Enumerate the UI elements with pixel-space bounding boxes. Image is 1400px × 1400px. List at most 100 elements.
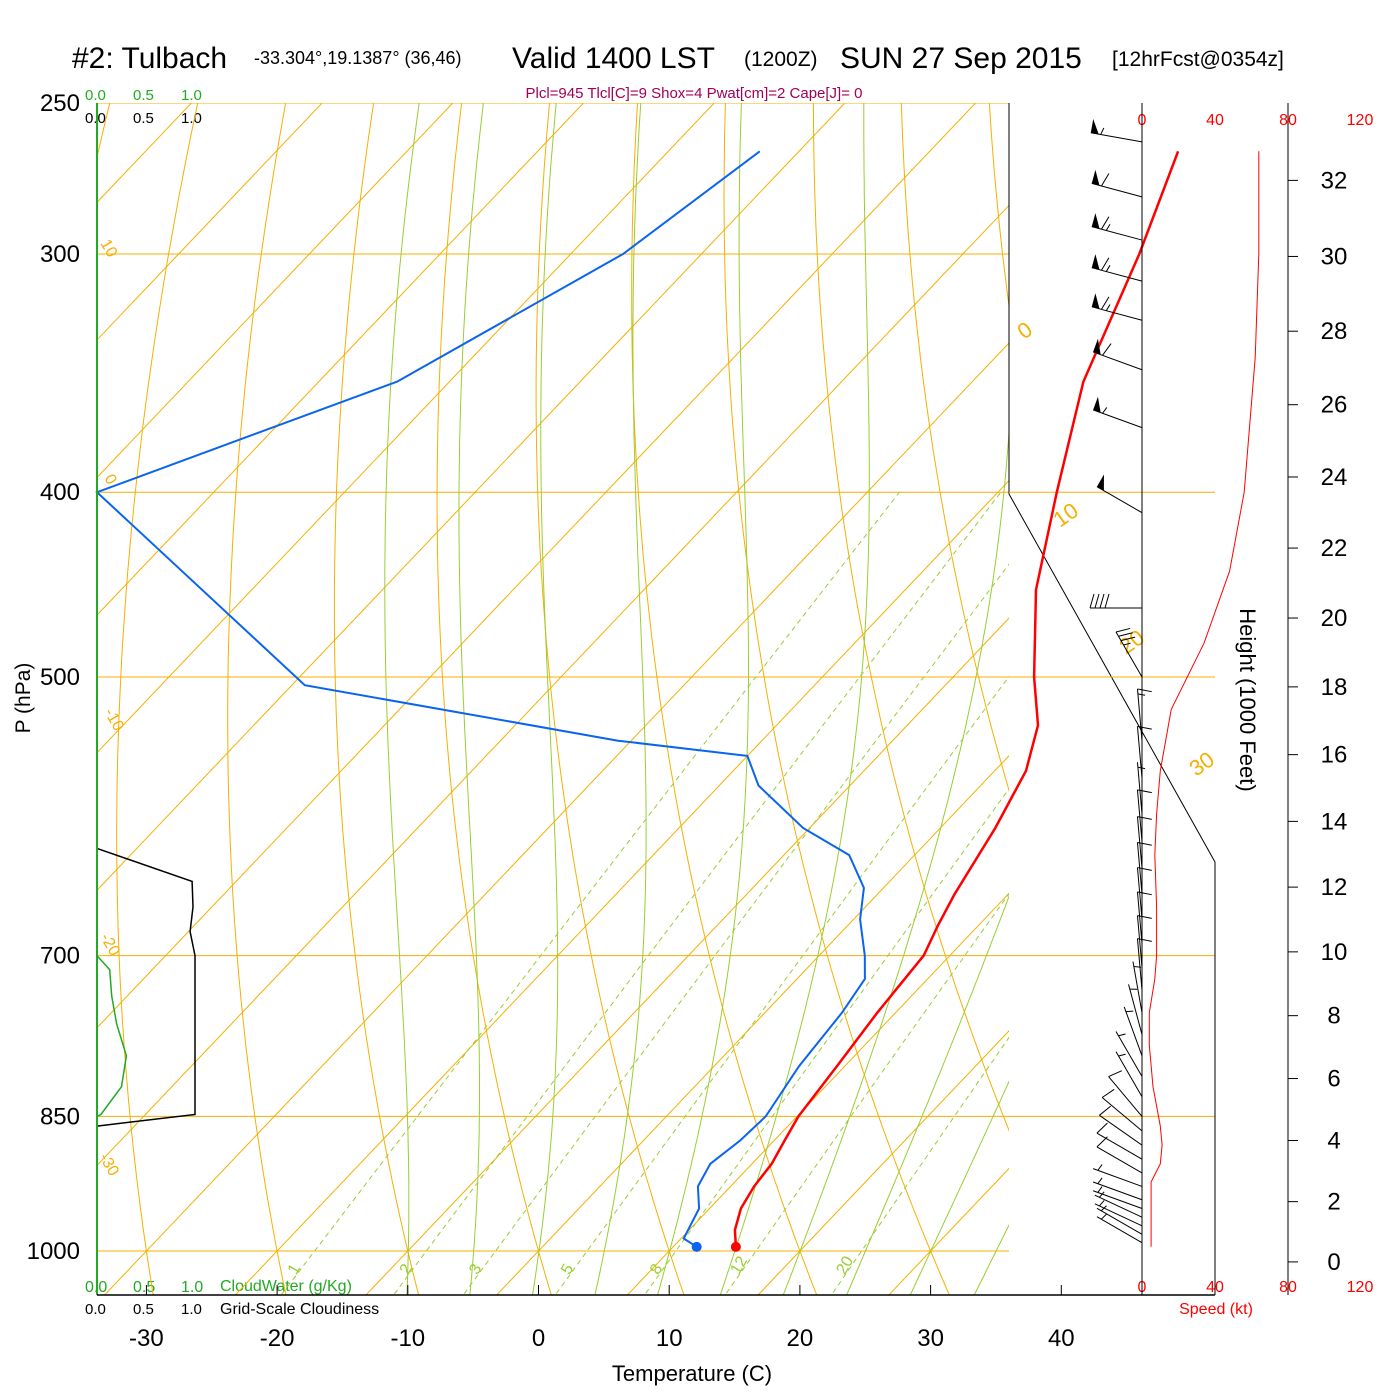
mixing-ratio-line — [724, 892, 1009, 1295]
dry-adiabat-line — [227, 103, 287, 1295]
height-tick-label: 14 — [1321, 808, 1348, 835]
speed-tick-bottom-3: 120 — [1347, 1279, 1374, 1296]
pressure-tick-label: 300 — [40, 241, 80, 268]
dry-adiabat-label: 20 — [1115, 625, 1149, 660]
cloudiness-tick-bottom-1: 0.5 — [133, 1301, 154, 1318]
wind-barb-feather — [1099, 593, 1105, 609]
wind-barb-staff — [1136, 915, 1143, 968]
moist-adiabat-line — [719, 103, 870, 1295]
wind-barb-staff — [1136, 688, 1143, 741]
wind-barbs — [1089, 119, 1152, 1244]
wind-barb — [1092, 338, 1143, 371]
height-tick-label: 6 — [1327, 1066, 1340, 1093]
wind-barb-flag — [1091, 293, 1100, 309]
wind-barb-staff — [1096, 1146, 1143, 1174]
dry-adiabat-line — [333, 103, 420, 1295]
isotherm-line — [626, 892, 1009, 1295]
wind-barb-feather — [1115, 627, 1131, 633]
isotherm-line — [757, 1030, 1009, 1295]
cloudwater-label: CloudWater (g/Kg) — [220, 1278, 352, 1295]
height-tick-label: 32 — [1321, 167, 1348, 194]
wind-barb — [1092, 396, 1143, 429]
sat-adiabat-label: -30 — [96, 1151, 122, 1180]
wind-barb-staff — [1091, 226, 1143, 241]
temperature-tick-label: 10 — [656, 1325, 683, 1352]
cloudiness-tick-top-2: 1.0 — [181, 110, 202, 127]
dewpoint-surface-marker — [691, 1241, 702, 1252]
cloudiness-tick-top-0: 0.0 — [85, 110, 106, 127]
wind-barb-staff — [1091, 182, 1143, 198]
height-tick-label: 16 — [1321, 742, 1348, 769]
wind-barb-staff — [1091, 267, 1143, 282]
wind-barb-staff — [1092, 351, 1143, 371]
wind-barb — [1136, 816, 1152, 869]
valid-zulu: (1200Z) — [744, 48, 818, 71]
mixing-ratio-line — [280, 491, 900, 1295]
isotherm-line — [97, 103, 323, 341]
cloudwater-tick-bottom-1: 0.5 — [133, 1279, 155, 1296]
moist-adiabat-line — [657, 103, 749, 1295]
height-tick-label: 26 — [1321, 392, 1348, 419]
isotherm-line — [97, 204, 1009, 1167]
mixing-ratio-line — [643, 788, 1009, 1295]
moist-adiabat-line — [458, 103, 484, 1295]
wind-barb-feather — [1120, 636, 1136, 642]
cloudwater-tick-bottom-2: 1.0 — [181, 1279, 203, 1296]
wind-barb-staff — [1128, 984, 1143, 1035]
mixing-ratio-label: 3 — [466, 1261, 485, 1277]
wind-barb-half-feather — [1102, 407, 1108, 414]
sat-adiabat-label: 10 — [97, 237, 121, 261]
moist-adiabat-line — [846, 894, 1009, 1295]
wind-barb-half-feather — [1097, 1186, 1103, 1193]
wind-barb-half-feather — [1097, 1177, 1103, 1184]
sat-adiabat-label: -10 — [101, 706, 127, 735]
wind-barb-flag — [1093, 396, 1101, 413]
wind-barb-half-feather — [1118, 1033, 1126, 1037]
height-tick-label: 2 — [1327, 1189, 1340, 1216]
wind-barb — [1091, 293, 1143, 321]
x-axis-label: Temperature (C) — [612, 1361, 772, 1386]
dry-adiabat-line — [988, 103, 1009, 310]
height-tick-label: 10 — [1321, 939, 1348, 966]
height-tick-label: 20 — [1321, 605, 1348, 632]
cloudwater-tick-top-2: 1.0 — [181, 87, 202, 104]
mixing-ratio-line — [392, 491, 1002, 1295]
isotherm-line — [97, 103, 193, 204]
isotherm-line — [97, 103, 454, 479]
wind-barb — [1123, 1006, 1143, 1056]
wind-barb — [1136, 789, 1152, 842]
wind-barb-feather — [1101, 1088, 1115, 1098]
wind-barb-flag — [1091, 254, 1100, 270]
moist-adiabat-line — [782, 424, 1009, 1295]
wind-barb-staff — [1136, 726, 1143, 779]
wind-barb-feather — [1101, 216, 1110, 230]
wind-barb-half-feather — [1099, 1200, 1105, 1207]
wind-barb-staff — [1123, 1006, 1143, 1056]
speed-profile — [1148, 151, 1260, 1247]
pressure-tick-label: 250 — [40, 90, 80, 117]
temperature-profile — [733, 150, 1180, 1247]
isotherm-line — [97, 103, 715, 754]
isotherm-line — [365, 617, 1009, 1295]
wind-barb-half-feather — [1125, 1010, 1134, 1013]
pressure-tick-label: 850 — [40, 1103, 80, 1130]
mixing-ratio-line — [462, 563, 1009, 1295]
forecast-label: [12hrFcst@0354z] — [1112, 48, 1284, 71]
wind-barb-flag — [1096, 474, 1104, 491]
wind-barb-staff — [1092, 1190, 1143, 1209]
valid-time: Valid 1400 LST — [512, 42, 715, 75]
wind-barb — [1128, 984, 1143, 1035]
wind-barb-feather — [1096, 1122, 1108, 1134]
isotherm-line — [234, 479, 1009, 1295]
wind-barb-half-feather — [1100, 1213, 1107, 1220]
height-tick-label: 22 — [1321, 535, 1348, 562]
wind-barb-staff — [1136, 816, 1143, 869]
dry-adiabat-line — [116, 103, 199, 1295]
isotherm-line — [97, 103, 585, 616]
wind-barb-half-feather — [1123, 642, 1131, 646]
dry-adiabat-line — [812, 103, 1009, 1132]
dry-adiabat-label: 30 — [1185, 747, 1219, 782]
speed-axis-label: Speed (kt) — [1179, 1301, 1253, 1318]
